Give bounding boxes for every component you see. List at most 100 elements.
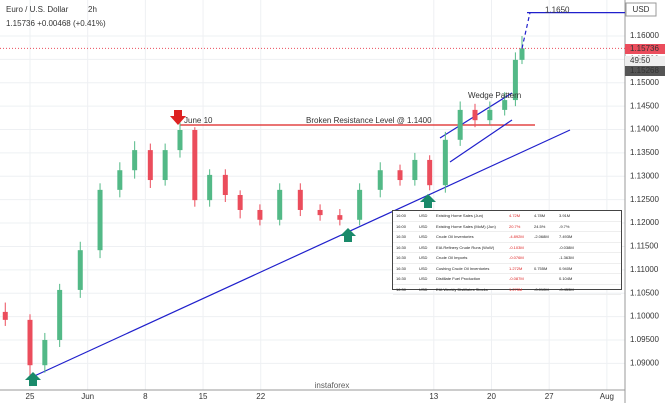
calendar-row: 16:30 USD EIA Refinery Crude Runs (WoW) -0.… [393, 243, 621, 253]
currency-box [625, 2, 657, 17]
price-label-box [625, 44, 665, 54]
quote: 1.15736 +0.00468 (+0.41%) [6, 19, 106, 28]
candle-body [237, 195, 243, 210]
calendar-cell: USD [419, 234, 428, 240]
calendar-cell: 4.78M [534, 213, 546, 219]
calendar-cell: USD [419, 276, 428, 282]
calendar-row: 16:30 USD EIA Weekly Distillates Stocks 1.2… [393, 285, 621, 295]
price-label-box [625, 66, 665, 76]
candle-body [177, 130, 183, 151]
calendar-cell: 4.72M [509, 213, 521, 219]
calendar-cell: 16:30 [396, 276, 407, 282]
calendar-cell: -0.087M [509, 276, 524, 282]
calendar-cell: Crude Oil Imports [436, 255, 468, 261]
calendar-cell: -0.103M [509, 244, 524, 250]
calendar-row: 16:00 USD Existing Home Sales (Jun) 4.72M 4.… [393, 211, 621, 222]
candle-body [427, 159, 433, 186]
watermark: instaforex [315, 381, 350, 390]
calendar-row: 16:00 USD Existing Home Sales (MoM) (Jun) 2… [393, 222, 621, 232]
calendar-cell: USD [419, 265, 428, 271]
candle-body [147, 150, 153, 181]
calendar-cell: 16:30 [396, 244, 407, 250]
interval: 2h [88, 5, 97, 14]
wedge-label: Wedge Pattern [468, 91, 521, 100]
candle-body [117, 170, 123, 190]
calendar-cell: Existing Home Sales (Jun) [436, 213, 484, 219]
y-tick-label: 1.16000 [630, 31, 659, 40]
candle-body [77, 250, 83, 290]
calendar-cell: 16:30 [396, 265, 407, 271]
candle-body [519, 48, 525, 60]
candle-body [162, 150, 168, 181]
calendar-cell: USD [419, 244, 428, 250]
calendar-cell: Cushing Crude Oil Inventories [436, 265, 490, 271]
calendar-cell: -9.7% [559, 223, 570, 229]
candle-body [512, 59, 518, 101]
y-tick-label: 1.13500 [630, 148, 659, 157]
calendar-cell: 16:30 [396, 255, 407, 261]
calendar-cell: 24.5% [534, 223, 546, 229]
y-tick-label: 1.10500 [630, 288, 659, 297]
candle-body [487, 109, 493, 121]
calendar-cell: 16:00 [396, 223, 407, 229]
y-tick-label: 1.12000 [630, 218, 659, 227]
price-label: 1.15268 [630, 66, 659, 75]
price-label: 49:50 [630, 56, 651, 65]
economic-calendar: 16:00 USD Existing Home Sales (Jun) 4.72M 4.… [392, 210, 622, 295]
price-label: 1.15736 [630, 44, 659, 53]
target-label: 1.1650 [545, 6, 570, 15]
x-tick-label: 8 [143, 392, 148, 401]
x-tick-label: 22 [256, 392, 265, 401]
june-label: June 10 [184, 116, 213, 125]
y-tick-label: 1.12500 [630, 195, 659, 204]
calendar-cell: -0.453M [559, 286, 574, 292]
calendar-cell: 3.91M [559, 213, 571, 219]
title: Euro / U.S. Dollar [6, 5, 69, 14]
trend-line [29, 129, 571, 379]
candle-body [442, 139, 448, 186]
x-tick-label: 15 [199, 392, 208, 401]
candle-body [97, 189, 103, 251]
candle-body [132, 150, 138, 171]
resistance-label: Broken Resistance Level @ 1.1400 [306, 116, 432, 125]
calendar-cell: 0.104M [559, 276, 573, 282]
calendar-cell: 16:00 [396, 213, 407, 219]
currency: USD [633, 5, 650, 14]
y-tick-label: 1.13000 [630, 171, 659, 180]
x-tick-label: 25 [26, 392, 35, 401]
price-label-box [625, 56, 665, 66]
x-tick-label: Jun [81, 392, 94, 401]
calendar-cell: 20.7% [509, 223, 521, 229]
calendar-cell: -1.363M [559, 255, 574, 261]
candle-body [317, 209, 323, 216]
calendar-cell: Distillate Fuel Production [436, 276, 481, 282]
calendar-cell: Crude Oil Inventories [436, 234, 474, 240]
candle-body [397, 170, 403, 181]
calendar-row: 16:30 USD Cushing Crude Oil Inventories 1.2… [393, 264, 621, 274]
candle-body [457, 109, 463, 140]
green-arrow [340, 228, 356, 242]
candle-body [297, 189, 303, 210]
candle-body [192, 130, 198, 201]
x-tick-label: Aug [600, 392, 614, 401]
calendar-cell: 0.940M [559, 265, 573, 271]
candle-body [357, 189, 363, 220]
candle-body [377, 170, 383, 190]
green-arrow [420, 194, 436, 208]
red-arrow [170, 110, 186, 125]
y-tick-label: 1.09000 [630, 358, 659, 367]
calendar-cell: -0.010M [534, 286, 549, 292]
candle-body [27, 319, 33, 366]
calendar-cell: 1.272M [509, 265, 523, 271]
calendar-cell: Existing Home Sales (MoM) (Jun) [436, 223, 496, 229]
calendar-cell: USD [419, 223, 428, 229]
y-tick-label: 1.11500 [630, 242, 659, 251]
candle-body [222, 174, 228, 195]
calendar-cell: -0.038M [559, 244, 574, 250]
wedge-lower [449, 119, 513, 163]
calendar-cell: 7.493M [559, 234, 573, 240]
calendar-cell: EIA Refinery Crude Runs (WoW) [436, 244, 495, 250]
green-arrow [25, 372, 41, 386]
candle-body [57, 289, 63, 340]
